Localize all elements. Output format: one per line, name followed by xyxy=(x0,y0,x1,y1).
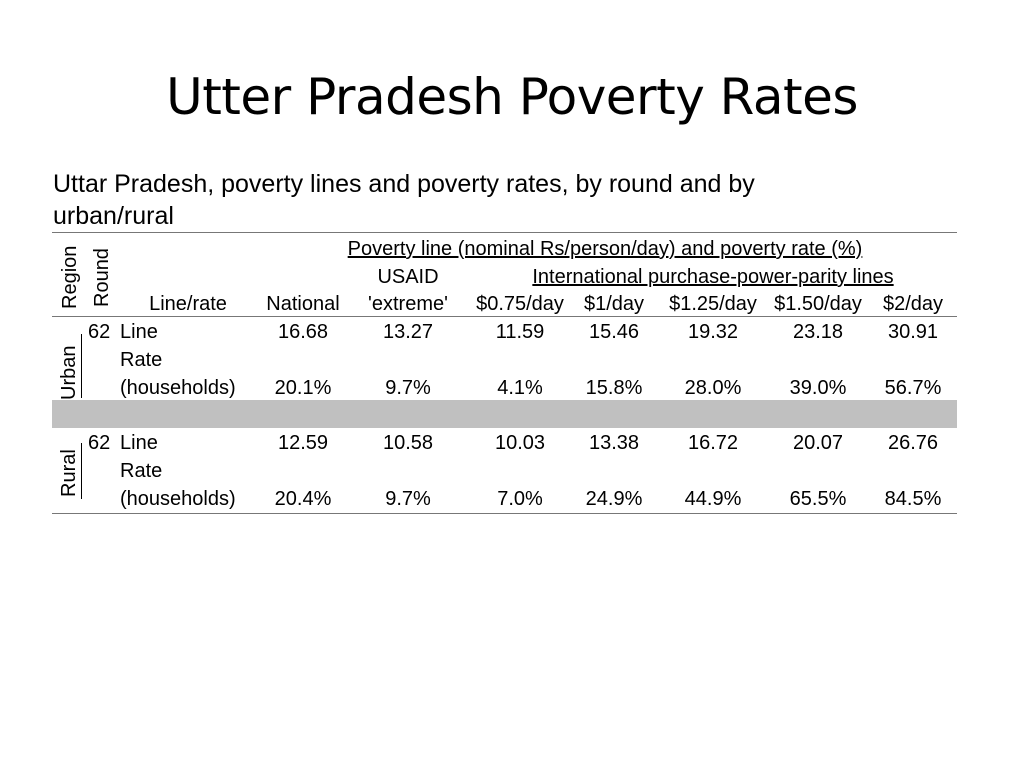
rural-rate-1: 24.9% xyxy=(585,488,643,510)
urban-rate-125: 28.0% xyxy=(684,377,742,399)
header-usaid-top: USAID xyxy=(377,266,439,288)
section-divider-band xyxy=(52,400,957,428)
header-usaid-bottom: 'extreme' xyxy=(368,293,448,315)
urban-rate-label-sub: (households) xyxy=(120,377,236,399)
header-2: $2/day xyxy=(882,293,944,315)
rural-line-national: 12.59 xyxy=(277,432,329,454)
poverty-table: Region Round Poverty line (nominal Rs/pe… xyxy=(52,232,957,514)
rural-rate-label-sub: (households) xyxy=(120,488,236,510)
urban-line-label: Line xyxy=(120,321,158,343)
rural-line-usaid: 10.58 xyxy=(382,432,434,454)
urban-line-2: 30.91 xyxy=(887,321,939,343)
header-1: $1/day xyxy=(583,293,645,315)
urban-round: 62 xyxy=(88,321,111,343)
urban-rate-1: 15.8% xyxy=(585,377,643,399)
urban-line-usaid: 13.27 xyxy=(382,321,434,343)
slide-title: Utter Pradesh Poverty Rates xyxy=(166,68,858,126)
rural-rate-label: Rate xyxy=(120,460,163,482)
region-rural: Rural xyxy=(58,449,80,497)
urban-line-1: 15.46 xyxy=(588,321,640,343)
header-ppp-group: International purchase-power-parity line… xyxy=(532,266,894,288)
urban-rate-2: 56.7% xyxy=(884,377,942,399)
header-150: $1.50/day xyxy=(774,293,862,315)
rural-line-1: 13.38 xyxy=(588,432,640,454)
rural-line-075: 10.03 xyxy=(494,432,546,454)
urban-region-rule xyxy=(81,334,82,398)
caption-line-2: urban/rural xyxy=(53,202,174,230)
header-line-rate: Line/rate xyxy=(149,293,227,315)
rural-line-150: 20.07 xyxy=(792,432,844,454)
urban-line-125: 19.32 xyxy=(687,321,739,343)
rural-rate-usaid: 9.7% xyxy=(385,488,431,510)
rural-rate-150: 65.5% xyxy=(789,488,847,510)
header-divider xyxy=(52,316,957,317)
header-national: National xyxy=(266,293,340,315)
rural-rate-national: 20.4% xyxy=(274,488,332,510)
table-caption: Uttar Pradesh, poverty lines and poverty… xyxy=(53,168,913,232)
header-super: Poverty line (nominal Rs/person/day) and… xyxy=(347,238,863,260)
rural-line-2: 26.76 xyxy=(887,432,939,454)
rural-line-label: Line xyxy=(120,432,158,454)
rural-rate-125: 44.9% xyxy=(684,488,742,510)
header-region: Region xyxy=(59,245,81,309)
rural-rate-2: 84.5% xyxy=(884,488,942,510)
header-125: $1.25/day xyxy=(669,293,757,315)
urban-line-150: 23.18 xyxy=(792,321,844,343)
region-urban: Urban xyxy=(58,345,80,400)
urban-line-national: 16.68 xyxy=(277,321,329,343)
urban-rate-150: 39.0% xyxy=(789,377,847,399)
urban-rate-label: Rate xyxy=(120,349,163,371)
header-round: Round xyxy=(91,248,113,307)
urban-rate-national: 20.1% xyxy=(274,377,332,399)
urban-line-075: 11.59 xyxy=(495,321,545,343)
header-075: $0.75/day xyxy=(476,293,564,315)
rural-rate-075: 7.0% xyxy=(497,488,543,510)
urban-rate-usaid: 9.7% xyxy=(385,377,431,399)
caption-line-1: Uttar Pradesh, poverty lines and poverty… xyxy=(53,170,755,198)
urban-rate-075: 4.1% xyxy=(497,377,543,399)
rural-region-rule xyxy=(81,443,82,499)
rural-round: 62 xyxy=(88,432,111,454)
rural-line-125: 16.72 xyxy=(687,432,739,454)
